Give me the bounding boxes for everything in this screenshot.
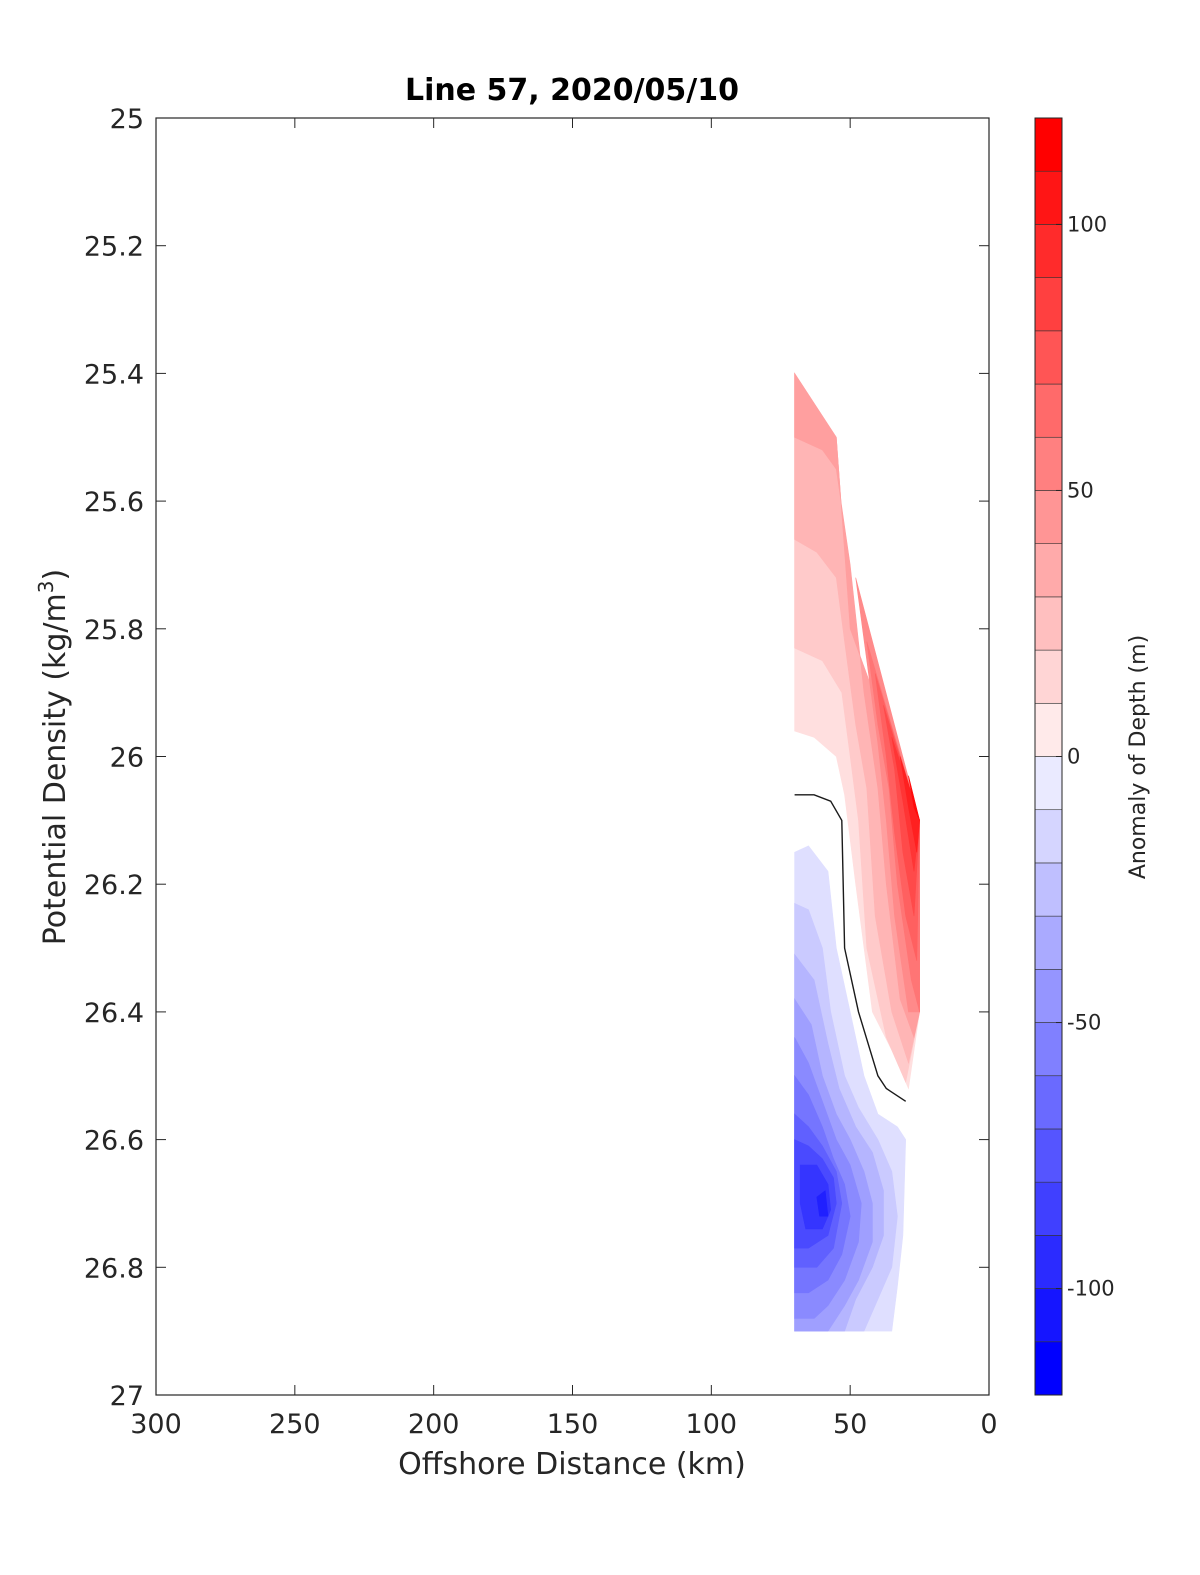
- y-tick-label: 26.4: [84, 998, 144, 1029]
- zero-contour-line: [794, 794, 907, 1102]
- colorbar-cell: [1034, 490, 1063, 544]
- plot-frame: [155, 117, 990, 1396]
- x-tick-label: 0: [980, 1409, 997, 1440]
- y-axis-title: Potential Density (kg/m3): [34, 569, 73, 945]
- colorbar-tick-label: 100: [1067, 212, 1107, 236]
- y-tick-label: 27: [110, 1381, 144, 1412]
- colorbar-cell: [1034, 383, 1063, 438]
- colorbar-tick-label: 0: [1067, 745, 1080, 769]
- y-tick-label: 26.2: [84, 870, 144, 901]
- y-tick-label: 26.8: [84, 1253, 144, 1284]
- contour-band: [816, 1190, 829, 1217]
- y-tick-label: 25.2: [84, 232, 144, 263]
- y-tick-labels: 25 25.2 25.4 25.6 25.8 26 26.2 26.4 26.6 26.8 27: [84, 104, 144, 1412]
- colorbar-cell: [1034, 809, 1063, 864]
- colorbar-cell: [1034, 756, 1063, 811]
- colorbar-cell: [1034, 702, 1063, 757]
- colorbar-cell: [1034, 915, 1063, 970]
- x-tick-label: 50: [833, 1409, 867, 1440]
- x-tick-labels: 300 250 200 150 100 50 0: [130, 1409, 997, 1440]
- y-tick-label: 25.8: [84, 615, 144, 646]
- colorbar: 100 50 0 -50 -100: [1034, 117, 1115, 1396]
- colorbar-title: Anomaly of Depth (m): [1126, 635, 1151, 879]
- zero-contour-layer: [794, 794, 907, 1102]
- colorbar-cell: [1034, 1235, 1063, 1289]
- y-tick-label: 26: [110, 743, 144, 774]
- colorbar-cell: [1034, 862, 1063, 917]
- x-tick-label: 200: [408, 1409, 460, 1440]
- x-tick-label: 250: [269, 1409, 321, 1440]
- x-tick-label: 150: [547, 1409, 599, 1440]
- x-tick-label: 300: [130, 1409, 182, 1440]
- chart-title: Line 57, 2020/05/10: [405, 73, 739, 108]
- colorbar-cell: [1034, 277, 1063, 332]
- colorbar-cell: [1034, 1341, 1063, 1396]
- y-tick-label: 25.6: [84, 487, 144, 518]
- contour-fill-layer: [794, 372, 920, 1332]
- y-tick-label: 25.4: [84, 359, 144, 390]
- colorbar-cell: [1034, 1075, 1063, 1130]
- colorbar-frame: [1034, 117, 1063, 1396]
- contour-band: [908, 775, 920, 821]
- colorbar-tick-label: -100: [1067, 1277, 1115, 1301]
- colorbar-cell: [1034, 596, 1063, 651]
- colorbar-cell: [1034, 543, 1063, 598]
- colorbar-tick-label: -50: [1067, 1011, 1101, 1035]
- y-tick-label: 26.6: [84, 1126, 144, 1157]
- colorbar-cell: [1034, 117, 1063, 172]
- colorbar-cell: [1034, 170, 1063, 225]
- colorbar-cell: [1034, 1128, 1063, 1183]
- colorbar-cells: [1034, 117, 1063, 1396]
- colorbar-cell: [1034, 1288, 1063, 1343]
- x-tick-label: 100: [686, 1409, 738, 1440]
- y-axis-title-main: Potential Density (kg/m: [38, 593, 73, 945]
- colorbar-cell: [1034, 330, 1063, 385]
- colorbar-tick-label: 50: [1067, 478, 1094, 502]
- y-axis-title-close: ): [38, 569, 73, 581]
- plot-area: [155, 117, 990, 1396]
- colorbar-cell: [1034, 649, 1063, 704]
- x-axis-title: Offshore Distance (km): [398, 1447, 746, 1482]
- y-axis-title-superscript: 3: [34, 580, 58, 593]
- y-tick-label: 25: [110, 104, 144, 135]
- colorbar-cell: [1034, 969, 1063, 1023]
- colorbar-cell: [1034, 1022, 1063, 1077]
- colorbar-cell: [1034, 1181, 1063, 1236]
- colorbar-ticks: 100 50 0 -50 -100: [1056, 212, 1115, 1301]
- colorbar-cell: [1034, 224, 1063, 278]
- colorbar-cell: [1034, 436, 1063, 491]
